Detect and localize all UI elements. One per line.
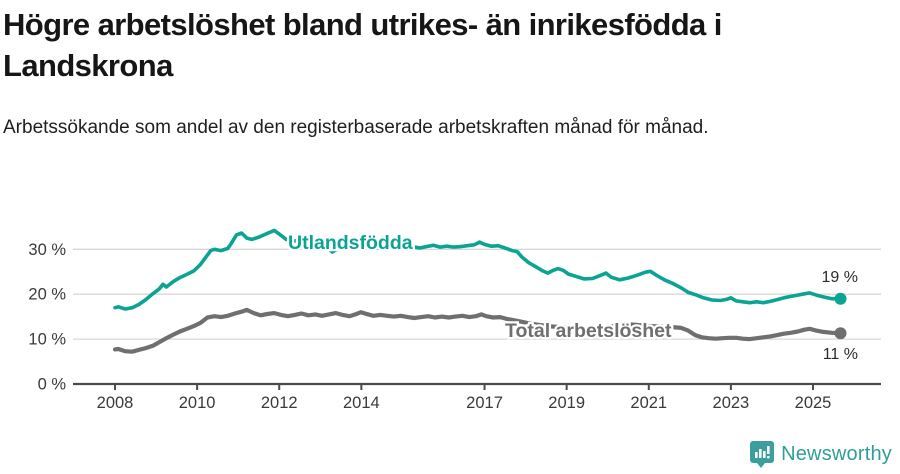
chart-subtitle: Arbetssökande som andel av den registerb… (3, 117, 709, 138)
x-tick-label: 2012 (261, 394, 298, 412)
x-tick-label: 2017 (466, 394, 503, 412)
chart-title: Högre arbetslöshet bland utrikes- än inr… (3, 7, 722, 83)
series-end-dot (834, 327, 847, 340)
newsworthy-logo[interactable]: Newsworthy (750, 440, 892, 468)
end-value-label-utlandsfodda: 19 % (822, 269, 858, 286)
x-tick-label: 2019 (548, 394, 585, 412)
x-tick-label: 2021 (630, 394, 667, 412)
x-axis (73, 382, 881, 390)
series-line (112, 307, 843, 354)
end-value-label-total: 11 % (823, 346, 858, 363)
y-tick-label: 30 % (28, 241, 66, 259)
x-tick-label: 2010 (179, 394, 216, 412)
series-end-dot (834, 292, 847, 305)
data-series (112, 228, 847, 354)
newsworthy-brand-text: Newsworthy (781, 442, 892, 465)
y-tick-label: 20 % (28, 286, 66, 304)
x-tick-label: 2023 (713, 394, 750, 412)
y-tick-label: 0 % (38, 376, 67, 394)
series-line (113, 228, 843, 311)
x-tick-label: 2025 (795, 394, 832, 412)
x-tick-label: 2014 (343, 394, 380, 412)
series-label-utlandsfodda: Utlandsfödda (288, 232, 413, 254)
y-tick-label: 10 % (28, 331, 66, 349)
series-labels: Utlandsfödda Total arbetslöshet 19 % 11 % (286, 230, 858, 363)
axis-tick-labels: 2008 2010 2012 2014 2017 2019 2021 2023 2025 0 % 1… (28, 241, 831, 412)
series-label-total: Total arbetslöshet (505, 320, 672, 342)
x-tick-label: 2008 (97, 394, 134, 412)
newsworthy-logo-icon (750, 441, 775, 468)
